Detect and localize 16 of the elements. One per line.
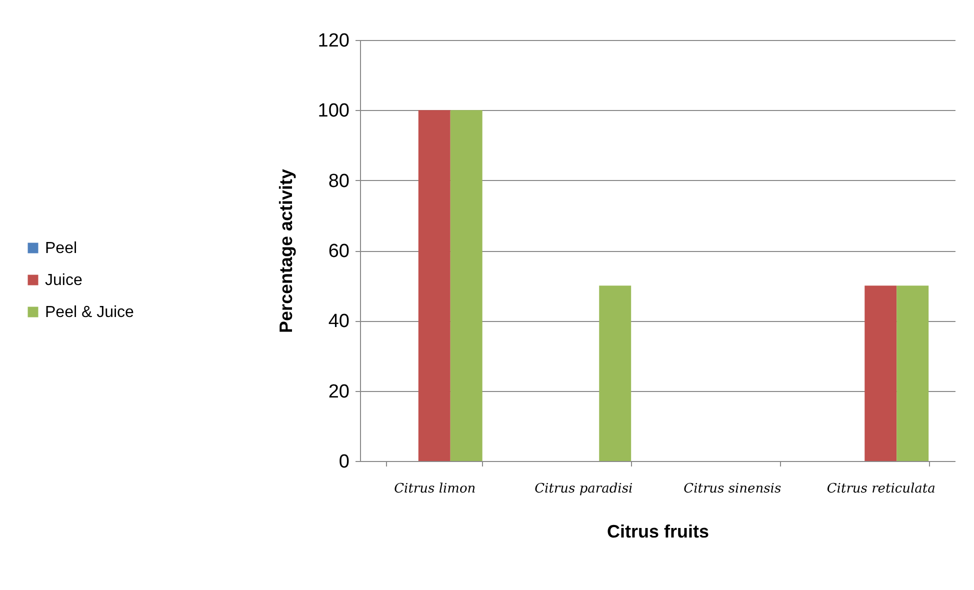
y-tick-label: 120 — [318, 30, 350, 52]
y-tick-label: 0 — [338, 452, 350, 472]
x-axis-title: Citrus fruits — [606, 522, 710, 542]
y-tick-label: 100 — [318, 100, 350, 122]
y-tick-label: 40 — [328, 311, 350, 332]
x-tick-label: Citrus paradisi — [534, 482, 633, 496]
y-axis-title: Percentage activity — [276, 168, 296, 334]
y-tick-label: 60 — [328, 241, 350, 262]
legend-label: Peel & Juice — [45, 304, 134, 321]
x-tick-label: Citrus sinensis — [684, 482, 782, 496]
x-tick-label: Citrus limon — [394, 482, 476, 496]
x-tick-label: Citrus reticulata — [826, 482, 936, 496]
legend-label: Peel — [45, 240, 78, 257]
y-tick-label: 80 — [328, 170, 350, 192]
y-tick-label: 20 — [328, 381, 350, 402]
legend-label: Juice — [45, 272, 82, 289]
